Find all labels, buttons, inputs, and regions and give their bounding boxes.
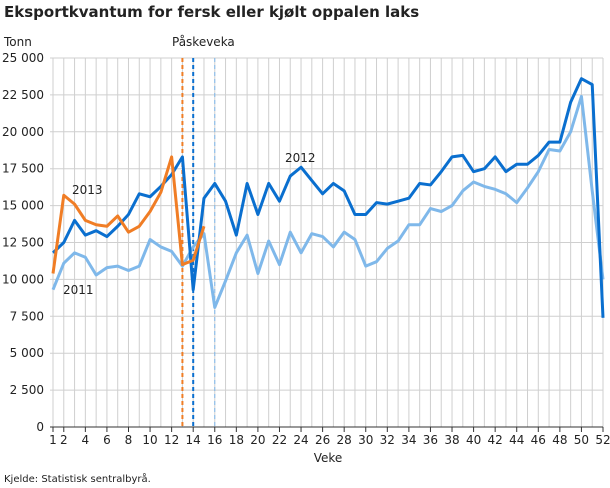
x-tick-label: 52 [595, 433, 610, 447]
y-axis-label: Tonn [3, 35, 32, 49]
x-tick-label: 16 [207, 433, 222, 447]
y-axis: 0 2 500 5 000 7 500 10 000 12 500 15 000 17 500… [2, 51, 44, 434]
x-tick-label: 40 [466, 433, 481, 447]
x-tick-label: 42 [488, 433, 503, 447]
x-tick-label: 24 [293, 433, 308, 447]
y-tick-label: 7 500 [10, 309, 44, 323]
x-tick-label: 18 [229, 433, 244, 447]
x-axis-label: Veke [314, 451, 343, 465]
x-tick-label: 34 [401, 433, 416, 447]
label-2011: 2011 [63, 283, 94, 297]
x-tick-label: 46 [531, 433, 546, 447]
series-line-2011 [51, 94, 605, 309]
y-tick-label: 2 500 [10, 383, 44, 397]
x-tick-label: 26 [315, 433, 330, 447]
x-tick-label: 12 [164, 433, 179, 447]
y-tick-label: 10 000 [2, 272, 44, 286]
x-tick-label: 14 [186, 433, 201, 447]
series-lines [51, 77, 605, 318]
x-tick-label: 8 [125, 433, 133, 447]
y-tick-label: 25 000 [2, 51, 44, 65]
y-tick-label: 17 500 [2, 162, 44, 176]
y-tick-label: 0 [36, 420, 44, 434]
x-tick-label: 38 [444, 433, 459, 447]
x-axis: 1 2 4 6 8 10 12 14 16 18 20 22 24 26 28 30 32 34 36 38 40 42 4… [49, 427, 610, 447]
x-tick-label: 36 [423, 433, 438, 447]
chart-title: Eksportkvantum for fersk eller kjølt opp… [4, 3, 419, 21]
y-tick-label: 12 500 [2, 236, 44, 250]
x-tick-label: 1 [49, 433, 57, 447]
easter-lines [181, 58, 216, 427]
y-tick-label: 15 000 [2, 199, 44, 213]
y-tick-label: 22 500 [2, 88, 44, 102]
x-tick-label: 30 [358, 433, 373, 447]
x-tick-label: 44 [509, 433, 524, 447]
y-tick-label: 20 000 [2, 125, 44, 139]
x-tick-label: 22 [272, 433, 287, 447]
series-line-2012 [51, 77, 605, 318]
x-tick-label: 2 [60, 433, 68, 447]
label-2013: 2013 [72, 183, 103, 197]
grid [50, 57, 604, 428]
x-tick-label: 20 [250, 433, 265, 447]
y-tick-label: 5 000 [10, 346, 44, 360]
x-tick-label: 6 [103, 433, 111, 447]
label-2012: 2012 [285, 151, 316, 165]
x-tick-label: 48 [552, 433, 567, 447]
source-note: Kjelde: Statistisk sentralbyrå. [4, 472, 151, 485]
series-line-2013 [51, 155, 206, 274]
x-tick-label: 4 [82, 433, 90, 447]
easter-annotation: Påskeveka [172, 35, 235, 49]
x-tick-label: 50 [574, 433, 589, 447]
x-tick-label: 32 [380, 433, 395, 447]
x-tick-label: 10 [142, 433, 157, 447]
x-tick-label: 28 [337, 433, 352, 447]
